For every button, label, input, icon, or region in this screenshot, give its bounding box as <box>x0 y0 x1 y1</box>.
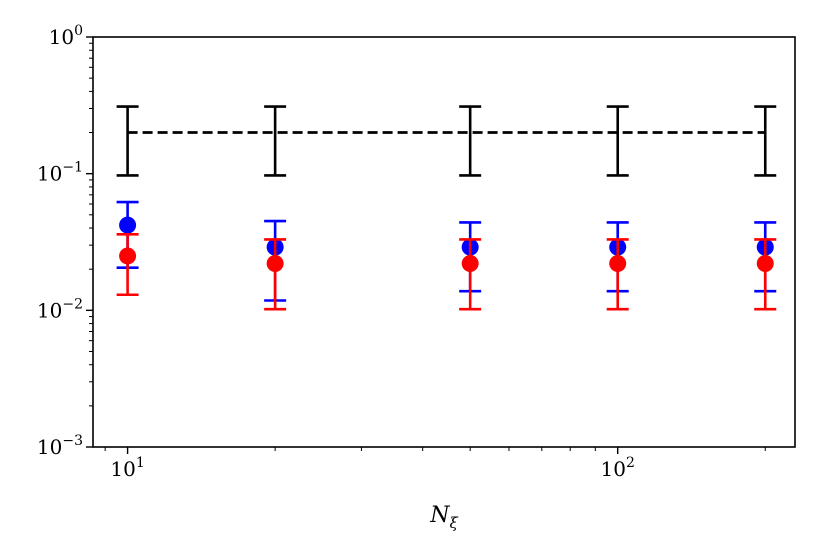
x-axis-label-subscript: ξ <box>449 514 458 532</box>
x-tick-label: 101 <box>110 455 144 481</box>
blue-series-point <box>119 216 137 234</box>
red-series-point <box>609 255 627 273</box>
plot-area-frame <box>92 36 796 448</box>
y-tick-label: 10−1 <box>37 160 83 186</box>
y-tick-label: 10−2 <box>37 296 83 322</box>
red-series-point <box>119 247 137 265</box>
y-tick-label: 10−3 <box>37 433 83 459</box>
red-series-point <box>756 255 774 273</box>
red-series-point <box>461 255 479 273</box>
y-tick-label: 100 <box>49 23 83 49</box>
x-axis-label: Nξ <box>429 503 458 532</box>
x-axis-label-main: N <box>429 503 450 528</box>
x-tick-label: 102 <box>601 455 635 481</box>
red-series-point <box>266 255 284 273</box>
